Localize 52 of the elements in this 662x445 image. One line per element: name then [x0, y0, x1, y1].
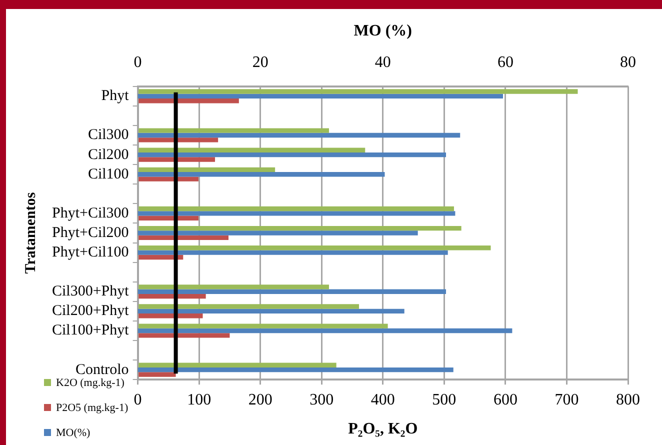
x-axis-title: P₂O₅, K₂O: [348, 420, 418, 438]
x2-tick-label: 60: [497, 54, 514, 72]
bar: [138, 372, 176, 377]
bar: [138, 226, 462, 231]
x2-tick-label: 20: [252, 54, 268, 72]
y-axis-title: Tratamentos: [22, 192, 39, 274]
x-tick-label: 800: [616, 391, 640, 408]
x-tick-label: 500: [432, 391, 456, 408]
x-tick-label: 700: [554, 391, 579, 408]
bar: [138, 324, 388, 328]
x2-tick-label: 80: [620, 54, 636, 72]
y-tick-label: Phyt: [101, 88, 130, 104]
bar: [138, 333, 230, 338]
y-tick-label: Cil100: [88, 166, 129, 182]
bar: [138, 157, 216, 162]
y-tick-label: Phyt+Cil200: [52, 224, 129, 241]
bar: [138, 216, 198, 220]
bar: [138, 206, 454, 212]
bar: [138, 128, 329, 133]
bar: [138, 167, 276, 172]
bar: [138, 148, 366, 152]
bar: [138, 235, 228, 240]
bar: [138, 284, 329, 290]
legend-label: P2O5 (mg.kg-1): [55, 401, 128, 416]
x2-axis-title: MO (%): [354, 22, 412, 40]
x2-tick-label: 0: [134, 54, 142, 72]
x-tick-label: 200: [248, 391, 272, 408]
bar: [138, 246, 491, 250]
bar: [138, 98, 239, 104]
y-tick-label: Controlo: [75, 362, 129, 378]
bar: [138, 176, 198, 182]
y-tick-label: Phyt+Cil100: [52, 244, 129, 260]
y-tick-label: Cil200+Phyt: [52, 303, 130, 320]
x-tick-label: 600: [493, 391, 518, 408]
bar: [138, 89, 578, 94]
y-tick-label: Cil100+Phyt: [52, 322, 130, 339]
legend-label: K2O (mg.kg-1): [55, 376, 126, 391]
x-tick-label: 100: [187, 391, 212, 408]
bar: [138, 362, 336, 368]
bar: [138, 294, 206, 299]
legend-label: MO(%): [55, 426, 92, 441]
y-tick-label: Cil200: [88, 146, 129, 163]
x2-tick-label: 40: [374, 54, 391, 72]
x-tick-label: 300: [310, 391, 334, 408]
y-tick-label: Cil300+Phyt: [52, 284, 130, 300]
y-tick-label: Phyt+Cil300: [52, 205, 129, 222]
bar: [138, 304, 360, 309]
y-tick-label: Cil300: [88, 127, 129, 144]
bar: [138, 138, 218, 142]
x-tick-label: 400: [370, 391, 395, 408]
x-tick-label: 0: [134, 391, 142, 408]
bar: [138, 314, 203, 318]
